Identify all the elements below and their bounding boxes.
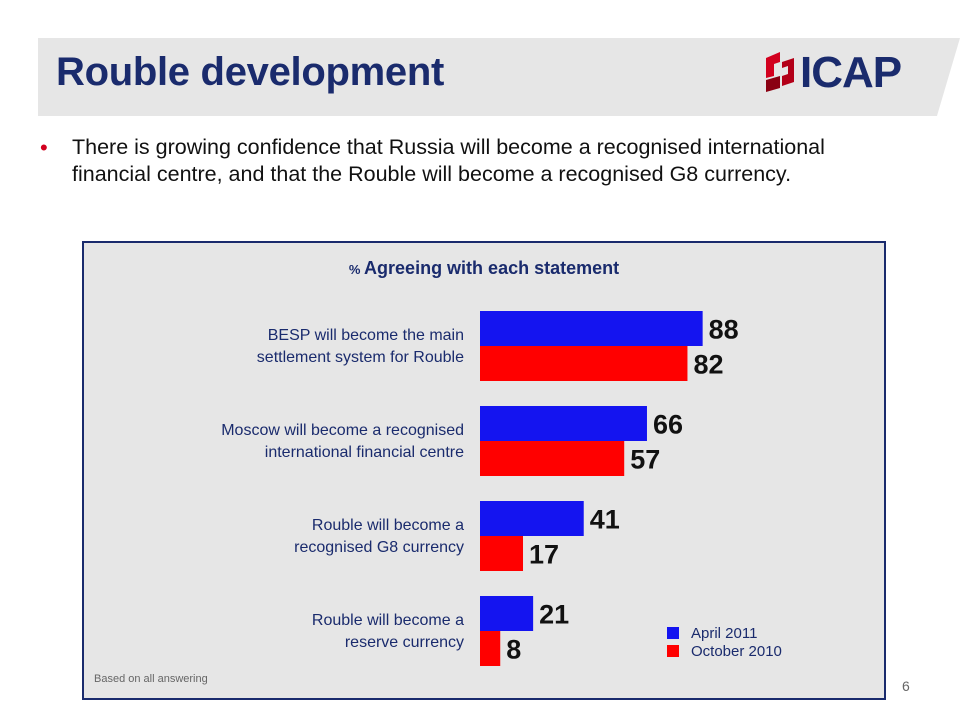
legend-swatch — [667, 627, 679, 639]
page-title: Rouble development — [56, 50, 444, 94]
bar — [480, 501, 584, 536]
chart-title-main: Agreeing with each statement — [364, 258, 619, 278]
icap-logo-icon — [766, 52, 794, 92]
bar — [480, 536, 524, 571]
legend-swatch — [667, 645, 679, 657]
category-label: settlement system for Rouble — [257, 349, 464, 366]
header-band — [38, 38, 960, 116]
bullet-text: There is growing confidence that Russia … — [72, 135, 825, 186]
data-label: 21 — [539, 600, 569, 630]
data-label: 41 — [590, 505, 620, 535]
category-label: Rouble will become a — [312, 612, 464, 629]
footnote: Based on all answering — [94, 673, 208, 685]
chart-panel: % Agreeing with each statement BESP will … — [82, 241, 886, 700]
bar — [480, 406, 647, 441]
data-label: 66 — [653, 410, 683, 440]
data-label: 82 — [693, 350, 723, 380]
bullet-dot: • — [40, 135, 48, 160]
page-number: 6 — [902, 678, 910, 694]
bar-chart: % Agreeing with each statement BESP will … — [221, 258, 782, 666]
chart-title-prefix: % — [349, 262, 364, 277]
category-label: Moscow will become a recognised — [221, 422, 464, 439]
icap-logo: ICAP — [760, 48, 910, 98]
chart-title: % Agreeing with each statement — [349, 258, 619, 278]
category-label: international financial centre — [265, 444, 464, 461]
data-label: 88 — [709, 315, 739, 345]
logo-text: ICAP — [800, 48, 902, 97]
bar — [480, 441, 625, 476]
category-label: Rouble will become a — [312, 517, 464, 534]
legend-label: April 2011 — [691, 625, 757, 642]
category-label: recognised G8 currency — [294, 539, 464, 556]
category-label: BESP will become the main — [268, 327, 464, 344]
bar — [480, 311, 703, 346]
data-label: 8 — [506, 635, 521, 665]
data-label: 57 — [630, 445, 660, 475]
category-label: reserve currency — [345, 634, 464, 651]
bar — [480, 596, 534, 631]
bar — [480, 346, 688, 381]
bar — [480, 631, 501, 666]
data-label: 17 — [529, 540, 559, 570]
legend-label: October 2010 — [691, 643, 782, 660]
